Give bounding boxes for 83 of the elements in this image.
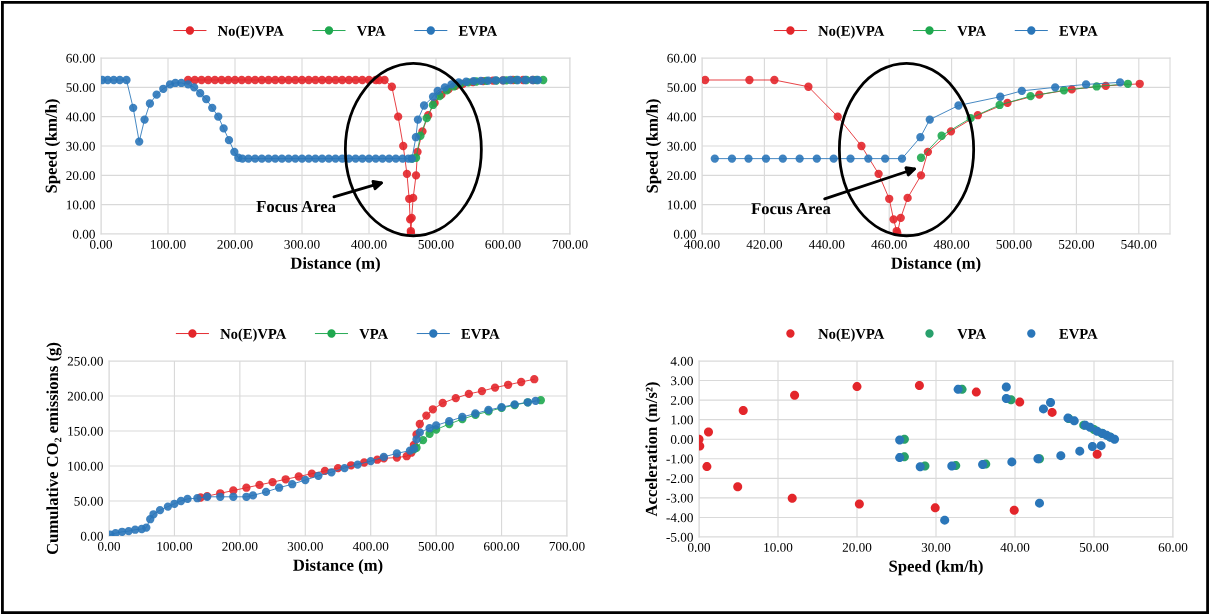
y-tick-label: -5.00	[666, 532, 693, 542]
x-tick-label: 600.00	[484, 541, 520, 551]
x-tick-label: 420.00	[746, 239, 783, 249]
y-tick-label: 4.00	[670, 356, 693, 366]
legend-label: EVPA	[458, 26, 498, 36]
x-tick-label: 480.00	[933, 239, 970, 249]
x-tick-label: 500.00	[418, 541, 454, 551]
x-tick-label: 400.00	[352, 541, 389, 551]
y-tick-label: 20.00	[667, 171, 696, 181]
legend-label: EVPA	[1059, 329, 1098, 339]
x-tick-label: 0.00	[97, 541, 121, 551]
y-tick-label: 50.00	[74, 496, 103, 506]
y-axis-title: Speed (km/h)	[646, 99, 662, 193]
y-tick-label: 50.00	[667, 83, 696, 93]
y-tick-label: 0.00	[673, 229, 696, 239]
x-tick-label: 20.00	[842, 542, 872, 552]
x-axis-title: Distance (m)	[891, 257, 981, 273]
x-tick-label: 440.00	[808, 239, 845, 249]
legend-label: EVPA	[1059, 26, 1098, 36]
x-tick-label: 50.00	[1079, 542, 1109, 552]
y-tick-label: 10.00	[667, 200, 696, 210]
y-tick-label: -4.00	[666, 513, 693, 523]
y-tick-label: 20.00	[66, 171, 95, 181]
x-tick-label: 10.00	[764, 542, 793, 552]
legend-label: No(E)VPA	[818, 25, 885, 39]
x-tick-label: 0.00	[89, 239, 113, 249]
x-axis-title: Distance (m)	[290, 257, 380, 273]
x-tick-label: 30.00	[921, 542, 951, 552]
x-tick-label: 500.00	[418, 239, 454, 249]
x-tick-label: 460.00	[871, 239, 907, 249]
legend-label: No(E)VPA	[818, 328, 885, 342]
legend-label: VPA	[359, 329, 388, 339]
x-tick-label: 100.00	[151, 239, 186, 249]
y-tick-label: 150.00	[68, 426, 103, 436]
y-tick-label: 10.00	[66, 200, 95, 210]
annotation: Focus Area	[751, 203, 831, 215]
y-tick-label: -2.00	[666, 474, 693, 484]
x-tick-label: 0.00	[687, 542, 711, 552]
x-tick-label: 700.00	[549, 541, 585, 551]
x-tick-label: 700.00	[552, 239, 588, 249]
x-axis-title: Distance (m)	[293, 559, 383, 575]
y-tick-label: -1.00	[666, 454, 693, 464]
x-axis-title: Speed (km/h)	[889, 560, 983, 576]
x-tick-label: 600.00	[485, 239, 521, 249]
x-tick-label: 500.00	[996, 239, 1032, 249]
y-axis-title: Acceleration (m/s²)	[645, 382, 661, 517]
y-tick-label: 40.00	[667, 112, 696, 122]
x-tick-label: 400.00	[684, 239, 720, 249]
y-tick-label: 40.00	[66, 112, 95, 122]
x-tick-label: 60.00	[1158, 542, 1188, 552]
x-tick-label: 300.00	[287, 541, 323, 551]
y-tick-label: 30.00	[667, 141, 696, 151]
y-tick-label: 60.00	[667, 53, 696, 63]
legend-label: No(E)VPA	[217, 25, 284, 39]
legend-label: VPA	[957, 329, 986, 339]
x-tick-label: 400.00	[351, 239, 387, 249]
x-tick-label: 40.00	[1000, 542, 1030, 552]
legend-label: VPA	[356, 26, 386, 36]
y-tick-label: 1.00	[671, 415, 693, 425]
y-axis-title: Speed (km/h)	[45, 99, 61, 193]
y-tick-label: 0.00	[72, 229, 95, 239]
x-tick-label: 300.00	[284, 239, 320, 249]
legend-label: No(E)VPA	[220, 328, 287, 342]
y-tick-label: 250.00	[67, 356, 103, 366]
y-tick-label: 0.00	[80, 531, 103, 541]
y-tick-label: 50.00	[66, 83, 95, 93]
annotation: Focus Area	[256, 200, 336, 213]
x-tick-label: 520.00	[1059, 239, 1095, 249]
y-tick-label: 3.00	[670, 376, 693, 386]
y-tick-label: -3.00	[666, 493, 693, 503]
x-tick-label: 540.00	[1121, 239, 1157, 249]
y-axis-title: Cumulative CO₂ emissions (g)	[46, 342, 62, 555]
y-tick-label: 200.00	[67, 391, 103, 401]
y-tick-label: 30.00	[66, 141, 95, 151]
y-tick-label: 60.00	[66, 53, 95, 63]
legend-label: VPA	[957, 26, 986, 36]
x-tick-label: 200.00	[217, 239, 253, 249]
y-tick-label: 0.00	[670, 435, 693, 444]
legend-label: EVPA	[461, 329, 500, 339]
y-tick-label: 2.00	[670, 395, 693, 405]
x-tick-label: 200.00	[222, 541, 258, 551]
x-tick-label: 100.00	[157, 541, 193, 551]
y-tick-label: 100.00	[68, 461, 103, 471]
